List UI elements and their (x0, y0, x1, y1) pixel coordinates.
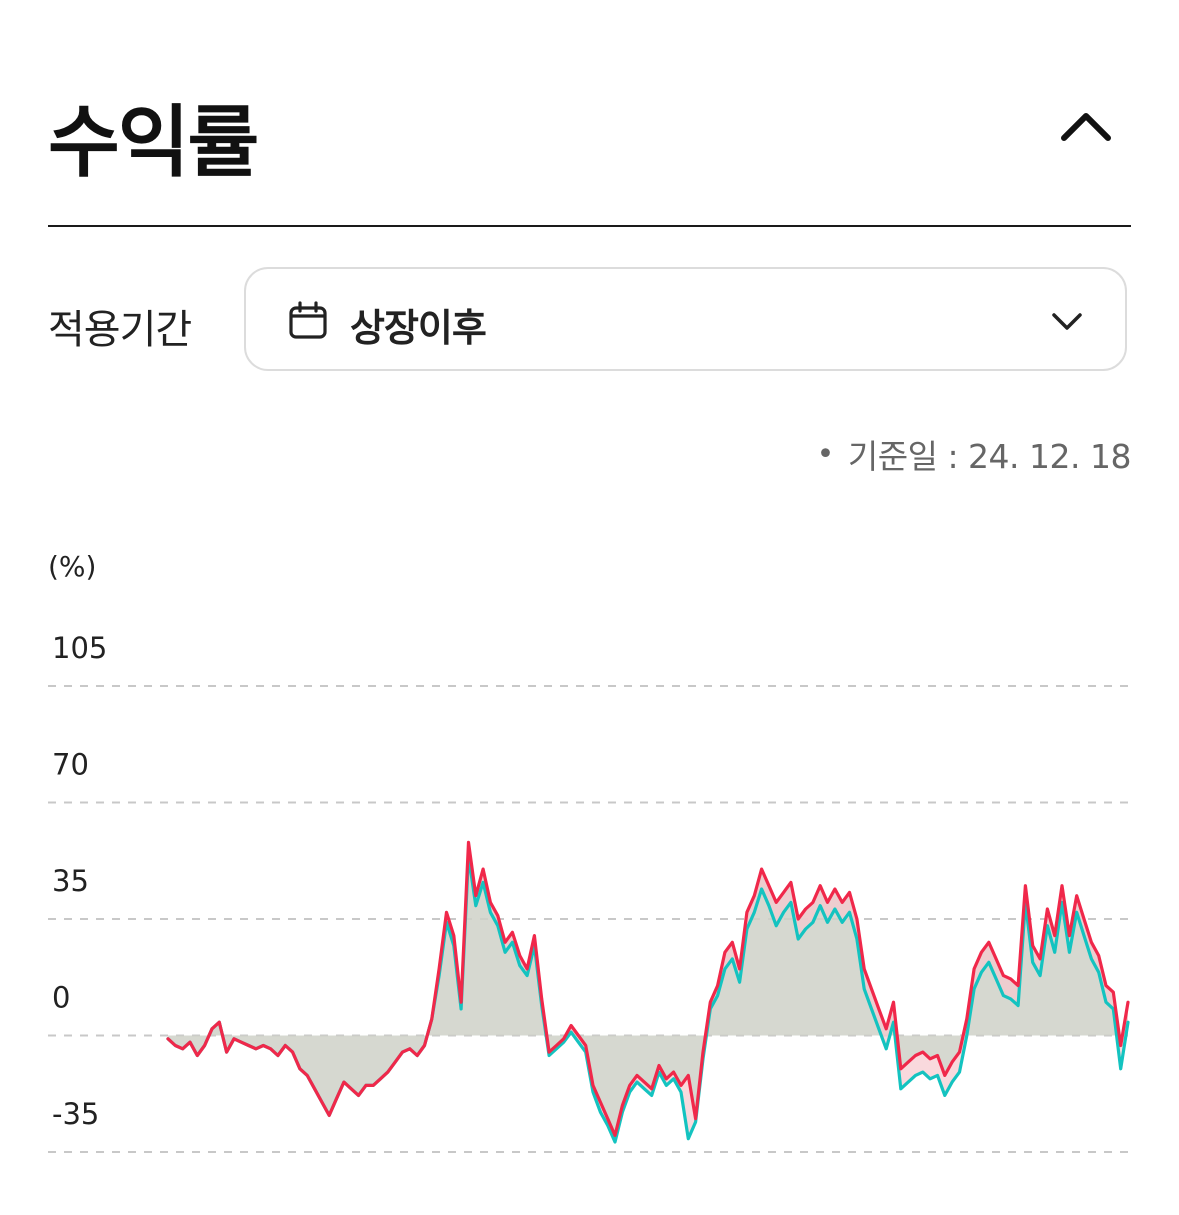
y-tick-label: 0 (52, 981, 70, 1015)
header-divider (48, 225, 1131, 227)
return-area-fill (168, 842, 1128, 1136)
period-row: 적용기간 상장이후 (48, 267, 1131, 375)
y-tick-label: -35 (52, 1097, 99, 1131)
bullet-dot: • (816, 437, 835, 472)
y-axis-unit-label: (%) (48, 550, 96, 583)
base-date: • 기준일 : 24. 12. 18 (816, 430, 1132, 478)
base-date-text: 기준일 : 24. 12. 18 (847, 437, 1132, 476)
y-tick-label: 70 (52, 748, 89, 782)
chevron-up-icon (1061, 113, 1111, 141)
collapse-button[interactable] (1051, 90, 1121, 160)
calendar-icon (289, 301, 327, 339)
y-tick-label: 35 (52, 864, 89, 898)
section-header: 수익률 (48, 70, 1131, 190)
period-value: 상장이후 (350, 306, 487, 350)
y-tick-label: 105 (52, 631, 107, 665)
period-label: 적용기간 (48, 307, 192, 353)
chevron-down-icon (1052, 313, 1082, 330)
period-select[interactable]: 상장이후 (244, 267, 1127, 371)
section-title: 수익률 (48, 98, 259, 188)
series-line-0 (166, 840, 1130, 1137)
return-chart-svg: (%) 105 70 35 0 -35 (48, 550, 1131, 1153)
return-chart: (%) 105 70 35 0 -35 (0, 540, 1179, 1180)
